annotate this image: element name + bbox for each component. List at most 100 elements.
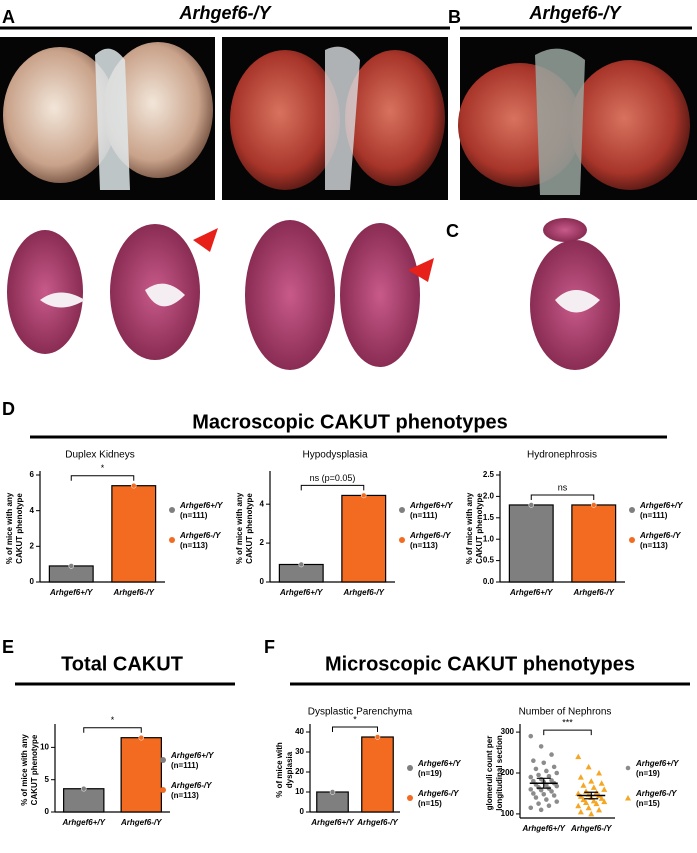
x-tick-label: Arhgef6-/Y: [570, 824, 612, 833]
chart-title: Hydronephrosis: [527, 450, 597, 461]
chart-title: Number of Nephrons: [519, 707, 612, 718]
point: [625, 795, 631, 801]
point: [528, 733, 534, 739]
point: [625, 765, 631, 771]
section-title: Macroscopic CAKUT phenotypes: [192, 411, 508, 433]
point: [588, 810, 595, 817]
y-tick-label: 4: [260, 499, 265, 508]
point: [329, 789, 336, 795]
point: [551, 793, 557, 798]
legend-label: Arhgef6+/Y: [417, 759, 461, 768]
panel-label: D: [2, 399, 15, 419]
point: [541, 760, 547, 766]
point: [68, 563, 74, 569]
y-tick-label: 100: [501, 809, 515, 818]
tissue: [535, 48, 585, 195]
point: [533, 766, 539, 772]
point: [528, 502, 534, 508]
y-tick-label: 300: [501, 727, 515, 736]
legend-label: Arhgef6+/Y: [179, 501, 223, 510]
point: [538, 787, 544, 793]
legend-label: (n=113): [180, 541, 208, 550]
point: [585, 804, 592, 811]
significance-bracket: [70, 475, 135, 481]
y-tick-label: 10: [40, 742, 49, 751]
legend-label: (n=111): [171, 761, 199, 770]
point: [549, 789, 554, 794]
significance-bracket: [332, 726, 378, 732]
significance-label: *: [111, 715, 115, 725]
point: [546, 773, 552, 779]
chart-title: Dysplastic Parenchyma: [308, 707, 413, 718]
pelvis: [40, 283, 600, 313]
point: [531, 778, 536, 784]
y-tick-label: 0: [30, 577, 35, 586]
significance-bracket: [300, 484, 365, 491]
legend-marker: [407, 795, 413, 801]
legend-label: (n=19): [418, 769, 442, 778]
panel-label: C: [446, 221, 459, 241]
section: [245, 220, 335, 370]
point: [298, 561, 304, 568]
legend-label: Arhgef6+/Y: [409, 501, 453, 510]
section: [7, 230, 83, 354]
y-axis-label: % of mice with any: [5, 492, 14, 564]
point: [554, 799, 560, 804]
x-tick-label: Arhgef6-/Y: [356, 818, 398, 827]
point: [531, 791, 536, 796]
significance-bracket: [530, 494, 595, 500]
y-tick-label: 0: [300, 807, 305, 816]
point: [580, 782, 587, 788]
error-bar: [584, 791, 599, 800]
y-tick-label: 200: [501, 768, 515, 777]
y-tick-label: 0: [260, 577, 265, 586]
point: [533, 795, 539, 800]
legend-label: (n=111): [640, 511, 668, 520]
point: [551, 764, 557, 770]
y-tick-label: 4: [30, 506, 35, 515]
kidney: [3, 47, 117, 183]
legend-label: Arhgef6-/Y: [170, 781, 212, 790]
point: [577, 808, 584, 815]
x-tick-label: Arhgef6+/Y: [310, 818, 354, 827]
point: [596, 806, 603, 813]
y-tick-label: 6: [30, 470, 35, 479]
point: [554, 783, 560, 789]
y-tick-label: 30: [295, 747, 304, 756]
point: [544, 768, 549, 774]
point: [536, 772, 541, 778]
y-tick-label: 2: [30, 541, 35, 550]
point: [593, 800, 600, 807]
photo-title: Arhgef6-/Y: [178, 3, 272, 23]
section: [340, 223, 420, 367]
y-axis-label: CAKUT phenotype: [15, 493, 24, 564]
legend-label: Arhgef6-/Y: [635, 789, 677, 798]
y-axis-label: glomeruli count per: [485, 736, 494, 811]
legend-label: (n=111): [180, 511, 208, 520]
point: [598, 780, 605, 786]
legend-label: Arhgef6+/Y: [639, 501, 683, 510]
legend-label: (n=19): [636, 769, 660, 778]
point: [536, 801, 541, 806]
point: [601, 798, 608, 805]
y-axis-label: CAKUT phenotype: [245, 493, 254, 564]
y-axis-label: % of mice with any: [465, 492, 474, 564]
significance-label: ***: [562, 718, 573, 728]
point: [549, 752, 554, 757]
legend-marker: [399, 507, 405, 513]
legend-label: Arhgef6-/Y: [417, 789, 459, 798]
point: [601, 786, 608, 792]
legend-label: Arhgef6-/Y: [409, 531, 451, 540]
legend-label: Arhgef6-/Y: [179, 531, 221, 540]
legend-label: (n=15): [636, 799, 660, 808]
histology: [7, 218, 620, 370]
bar: [63, 788, 105, 813]
panel-label: E: [2, 637, 14, 657]
legend-label: (n=113): [640, 541, 668, 550]
point: [554, 770, 560, 776]
y-tick-label: 1.5: [483, 513, 495, 522]
legend-marker: [160, 757, 166, 763]
x-tick-label: Arhgef6+/Y: [279, 588, 323, 597]
y-axis-label: % of mice with any: [235, 492, 244, 564]
legend-label: Arhgef6-/Y: [639, 531, 681, 540]
